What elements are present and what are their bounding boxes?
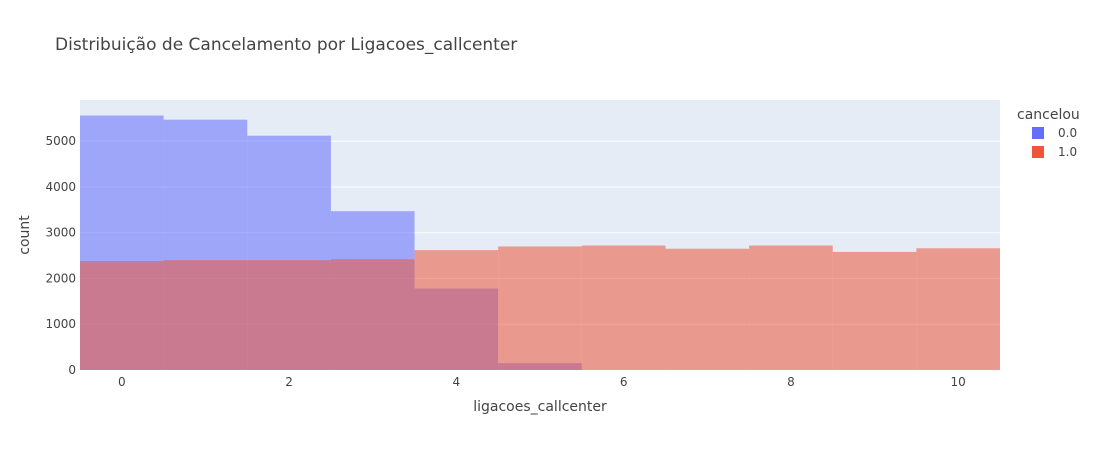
y-tick-label: 3000 bbox=[45, 226, 76, 240]
y-tick-label: 1000 bbox=[45, 317, 76, 331]
legend-label-1.0: 1.0 bbox=[1058, 145, 1077, 159]
x-tick-label: 10 bbox=[951, 375, 966, 389]
x-axis-title: ligacoes_callcenter bbox=[473, 399, 607, 415]
legend-title: cancelou bbox=[1017, 107, 1080, 123]
x-axis-ticks: 0 2 4 6 8 10 bbox=[118, 375, 966, 389]
bar-series-1.0-x-10 bbox=[916, 248, 1000, 370]
legend-swatch-0.0 bbox=[1032, 127, 1044, 139]
y-tick-label: 0 bbox=[68, 363, 76, 377]
bar-series-1.0-x-1 bbox=[163, 260, 248, 370]
bar-series-1.0-x-7 bbox=[665, 248, 750, 370]
y-tick-label: 2000 bbox=[45, 271, 76, 285]
y-axis-title: count bbox=[17, 215, 33, 255]
y-tick-label: 4000 bbox=[45, 180, 76, 194]
bar-series-1.0-x-3 bbox=[330, 259, 415, 370]
legend: cancelou 0.0 1.0 bbox=[1017, 107, 1080, 159]
bar-series-1.0-x-6 bbox=[581, 245, 666, 370]
x-tick-label: 4 bbox=[453, 375, 461, 389]
bar-series-1.0-x-2 bbox=[247, 260, 331, 370]
legend-label-0.0: 0.0 bbox=[1058, 126, 1077, 140]
x-tick-label: 0 bbox=[118, 375, 126, 389]
x-tick-label: 6 bbox=[620, 375, 628, 389]
bar-series-1.0-x-9 bbox=[832, 251, 917, 370]
y-tick-label: 5000 bbox=[45, 134, 76, 148]
bar-series-1.0-x-4 bbox=[414, 250, 499, 370]
x-tick-label: 2 bbox=[285, 375, 293, 389]
bar-series-1.0-x-0 bbox=[80, 261, 164, 370]
legend-swatch-1.0 bbox=[1032, 146, 1044, 158]
x-tick-label: 8 bbox=[787, 375, 795, 389]
y-axis-ticks: 0 1000 2000 3000 4000 5000 bbox=[45, 134, 76, 377]
bar-series-1.0-x-8 bbox=[749, 245, 833, 370]
bars-group bbox=[80, 115, 1000, 370]
chart-title: Distribuição de Cancelamento por Ligacoe… bbox=[55, 35, 517, 55]
bar-series-1.0-x-5 bbox=[498, 246, 582, 370]
